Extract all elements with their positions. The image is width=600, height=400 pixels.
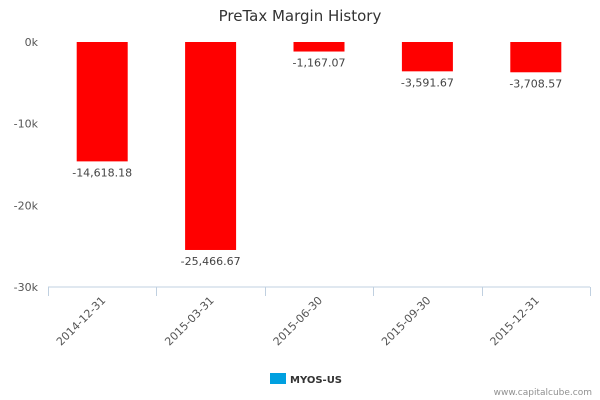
chart-title: PreTax Margin History: [219, 7, 382, 25]
x-tick-label: 2015-09-30: [379, 294, 433, 348]
legend-label[interactable]: MYOS-US: [290, 375, 342, 386]
data-label: -1,167.07: [293, 57, 346, 70]
bar[interactable]: [401, 42, 453, 72]
data-labels: -14,618.18 -25,466.67 -1,167.07 -3,591.67 -3…: [72, 57, 562, 268]
y-tick-label: -20k: [14, 199, 39, 212]
data-label: -14,618.18: [72, 166, 132, 179]
y-tick-label: -10k: [14, 118, 39, 131]
x-tick-label: 2015-03-31: [162, 294, 216, 348]
bar[interactable]: [185, 42, 237, 250]
bar[interactable]: [76, 42, 128, 162]
data-label: -25,466.67: [181, 255, 241, 268]
legend-swatch[interactable]: [270, 373, 286, 384]
bar[interactable]: [510, 42, 562, 73]
y-tick-label: 0k: [25, 36, 39, 49]
y-tick-label: -30k: [14, 281, 39, 294]
x-tick-label: 2015-12-31: [488, 294, 542, 348]
x-tick-label: 2015-06-30: [271, 294, 325, 348]
data-label: -3,591.67: [401, 76, 454, 89]
legend[interactable]: MYOS-US: [270, 373, 342, 386]
bar[interactable]: [293, 42, 345, 52]
y-axis: 0k -10k -20k -30k: [14, 36, 39, 294]
x-tick-label: 2014-12-31: [54, 294, 108, 348]
data-label: -3,708.57: [509, 77, 562, 90]
x-axis: 2014-12-31 2015-03-31 2015-06-30 2015-09-30…: [48, 286, 591, 348]
bars: [76, 42, 562, 250]
credit-text: www.capitalcube.com: [494, 388, 592, 398]
